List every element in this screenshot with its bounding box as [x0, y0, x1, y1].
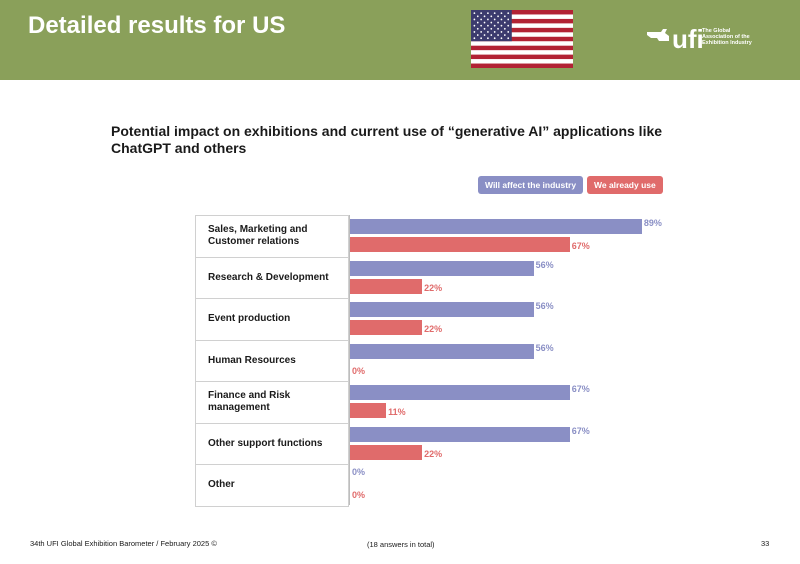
category-label: Sales, Marketing and Customer relations [208, 224, 308, 248]
us-flag-icon [471, 10, 573, 68]
bar-will-affect [350, 385, 570, 400]
footer-note: (18 answers in total) [367, 540, 435, 549]
value-label-will-affect: 56% [535, 259, 554, 270]
bar-will-affect [350, 260, 534, 276]
category-row: Human Resources [195, 339, 349, 382]
category-row: Sales, Marketing and Customer relations [195, 215, 349, 258]
legend-will-affect: Will affect the industry [478, 176, 584, 194]
category-row: Finance and Risk management [195, 381, 349, 424]
bar-already-use [350, 237, 570, 252]
category-label: Research & Development [208, 271, 329, 283]
value-label-will-affect: 89% [643, 218, 662, 228]
category-label: Other support functions [208, 437, 323, 449]
bar-already-use [350, 403, 387, 418]
value-label-will-affect: 56% [535, 301, 554, 311]
value-label-already-use: 22% [424, 448, 443, 459]
bar-will-affect [350, 302, 534, 317]
value-label-will-affect: 67% [571, 425, 590, 436]
page-number: 33 [761, 539, 770, 548]
header-band: Detailed results for US ufi The Global A… [0, 0, 800, 80]
category-row: Research & Development [195, 256, 349, 299]
category-label: Finance and Risk management [208, 390, 291, 414]
category-label: Other [208, 479, 235, 491]
bar-will-affect [350, 219, 642, 234]
category-row: Other [195, 464, 349, 507]
bar-already-use [350, 444, 423, 460]
bar-already-use [350, 320, 423, 335]
legend-already-use: We already use [587, 176, 663, 194]
bar-already-use [350, 278, 423, 294]
page-title: Detailed results for US [28, 12, 286, 39]
bar-will-affect [350, 343, 534, 359]
footer-source: 34th UFI Global Exhibition Barometer / F… [30, 539, 217, 548]
category-row: Event production [195, 298, 349, 341]
value-label-will-affect: 0% [352, 467, 366, 477]
ufi-logo-icon: ufi [647, 24, 704, 54]
category-label: Event production [208, 313, 291, 325]
value-label-already-use: 22% [424, 324, 443, 334]
value-label-already-use: 0% [352, 490, 366, 500]
chart-title: Potential impact on exhibitions and curr… [111, 123, 663, 156]
ufi-tagline: The Global Association of the Exhibition… [702, 28, 752, 46]
chart-axis-line [349, 215, 350, 505]
value-label-will-affect: 56% [535, 342, 554, 353]
svg-text:ufi: ufi [672, 24, 704, 54]
value-label-already-use: 67% [571, 241, 590, 251]
category-row: Other support functions [195, 422, 349, 465]
value-label-already-use: 11% [388, 407, 406, 417]
bar-will-affect [350, 426, 570, 442]
value-label-already-use: 0% [352, 365, 366, 376]
value-label-already-use: 22% [424, 282, 443, 293]
value-label-will-affect: 67% [571, 384, 590, 394]
category-label: Human Resources [208, 354, 296, 366]
